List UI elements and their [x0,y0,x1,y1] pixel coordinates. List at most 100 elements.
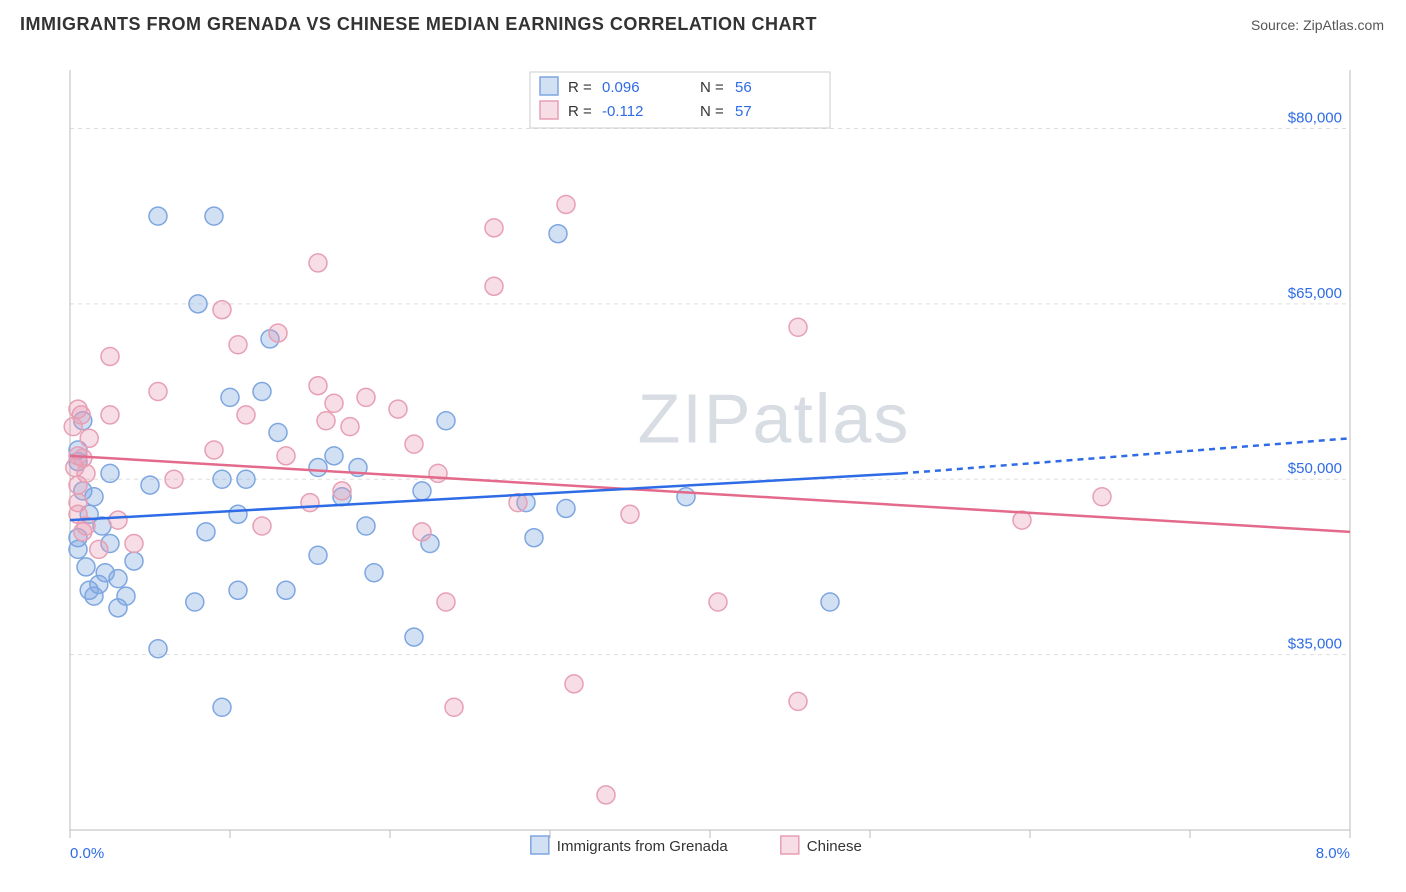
point-chinese [301,494,319,512]
point-chinese [565,675,583,693]
point-grenada [357,517,375,535]
legend-n-grenada: 56 [735,79,752,96]
point-chinese [437,593,455,611]
point-chinese [309,254,327,272]
point-grenada [549,225,567,243]
point-chinese [72,406,90,424]
point-grenada [117,587,135,605]
chart-title: IMMIGRANTS FROM GRENADA VS CHINESE MEDIA… [20,14,817,35]
point-chinese [333,482,351,500]
point-grenada [77,558,95,576]
y-tick-label: $35,000 [1288,636,1342,653]
point-chinese [77,464,95,482]
point-grenada [69,540,87,558]
point-grenada [213,698,231,716]
point-grenada [325,447,343,465]
point-grenada [237,470,255,488]
legend-r-grenada: 0.096 [602,79,640,96]
footer-label-chinese: Chinese [807,838,862,855]
point-chinese [253,517,271,535]
point-grenada [205,207,223,225]
point-grenada [365,564,383,582]
point-chinese [90,540,108,558]
point-chinese [485,219,503,237]
point-chinese [205,441,223,459]
legend-r-chinese: -0.112 [602,103,643,120]
point-grenada [189,295,207,313]
point-grenada [309,546,327,564]
point-chinese [269,324,287,342]
point-grenada [557,499,575,517]
point-grenada [405,628,423,646]
point-grenada [229,505,247,523]
y-tick-label: $50,000 [1288,460,1342,477]
point-chinese [101,406,119,424]
footer-label-grenada: Immigrants from Grenada [557,838,729,855]
legend-r-label: R = [568,103,592,120]
point-grenada [309,459,327,477]
y-tick-label: $80,000 [1288,109,1342,126]
x-min-label: 0.0% [70,845,104,862]
point-grenada [253,383,271,401]
point-grenada [269,423,287,441]
footer-swatch-chinese [781,836,799,854]
point-chinese [149,383,167,401]
point-chinese [357,388,375,406]
legend-n-label: N = [700,79,724,96]
point-chinese [557,195,575,213]
watermark: ZIPatlas [638,379,911,457]
source-label: Source: ZipAtlas.com [1251,17,1384,33]
point-chinese [789,318,807,336]
point-chinese [237,406,255,424]
point-grenada [821,593,839,611]
chart-container: 0.0%8.0%$35,000$50,000$65,000$80,000Medi… [50,60,1390,880]
point-chinese [325,394,343,412]
point-chinese [1093,488,1111,506]
point-grenada [437,412,455,430]
point-grenada [277,581,295,599]
y-tick-label: $65,000 [1288,285,1342,302]
point-grenada [197,523,215,541]
point-chinese [109,511,127,529]
trendline-grenada-dashed [902,438,1350,473]
legend-n-label: N = [700,103,724,120]
point-grenada [677,488,695,506]
legend-n-chinese: 57 [735,103,752,120]
point-chinese [317,412,335,430]
point-chinese [621,505,639,523]
point-chinese [80,429,98,447]
point-chinese [485,277,503,295]
point-chinese [389,400,407,418]
x-max-label: 8.0% [1316,845,1350,862]
legend-swatch-chinese [540,101,558,119]
legend-r-label: R = [568,79,592,96]
point-chinese [405,435,423,453]
point-grenada [149,207,167,225]
footer-swatch-grenada [531,836,549,854]
point-chinese [341,418,359,436]
point-chinese [597,786,615,804]
point-grenada [125,552,143,570]
point-chinese [309,377,327,395]
point-grenada [229,581,247,599]
point-grenada [141,476,159,494]
point-grenada [149,640,167,658]
point-grenada [221,388,239,406]
point-grenada [101,464,119,482]
point-chinese [789,692,807,710]
point-grenada [213,470,231,488]
point-chinese [277,447,295,465]
point-chinese [709,593,727,611]
point-chinese [125,535,143,553]
point-chinese [429,464,447,482]
point-grenada [413,482,431,500]
point-grenada [525,529,543,547]
point-grenada [109,570,127,588]
point-chinese [165,470,183,488]
legend-swatch-grenada [540,77,558,95]
point-grenada [186,593,204,611]
point-chinese [213,301,231,319]
point-chinese [445,698,463,716]
point-chinese [229,336,247,354]
scatter-chart: 0.0%8.0%$35,000$50,000$65,000$80,000Medi… [50,60,1390,880]
